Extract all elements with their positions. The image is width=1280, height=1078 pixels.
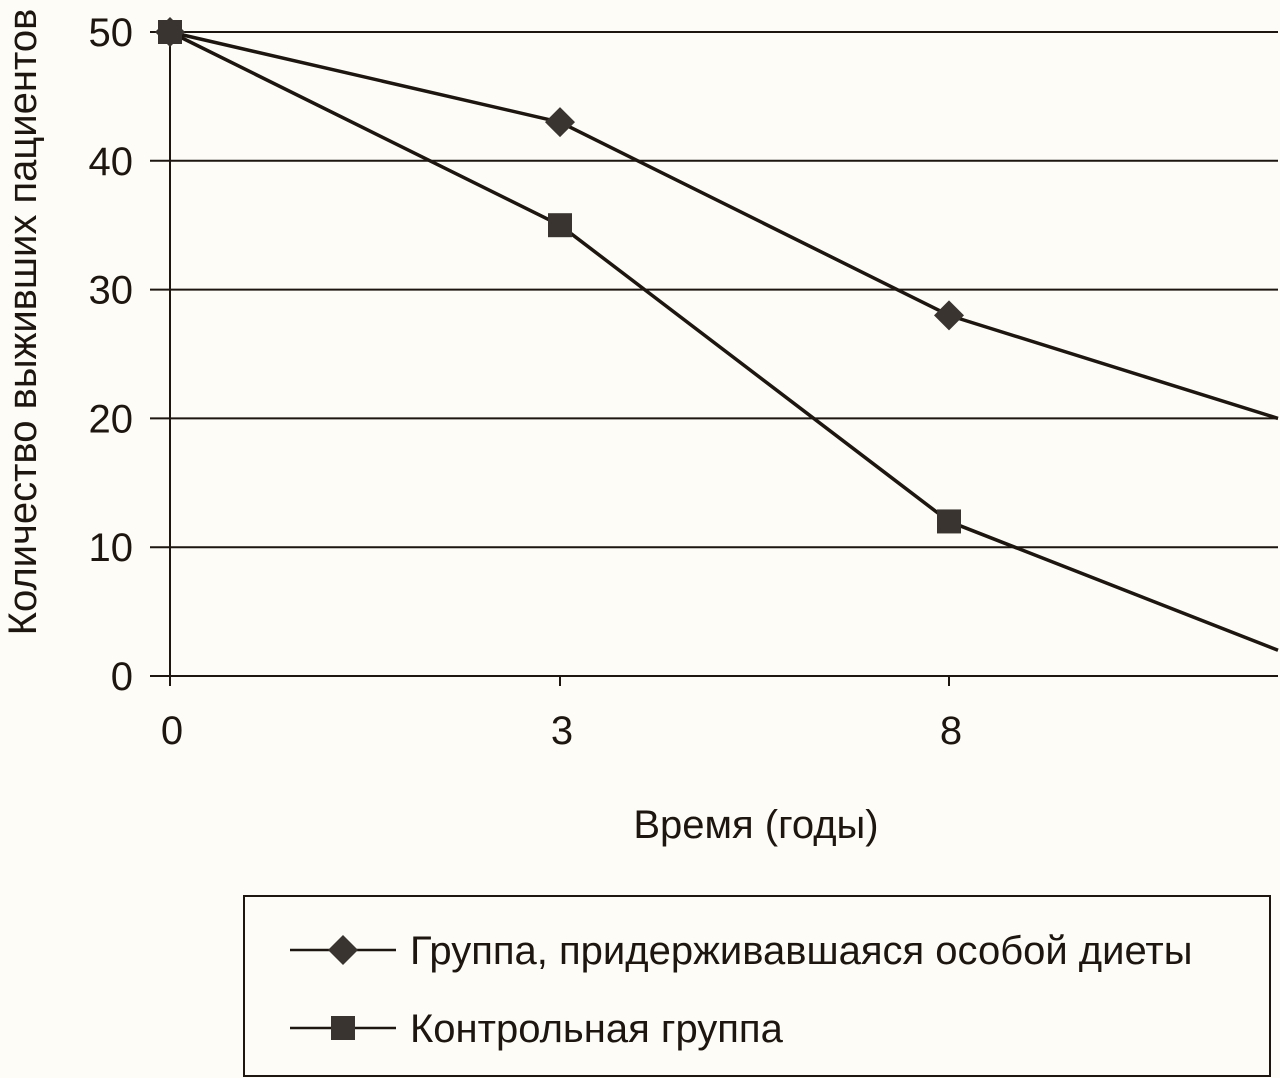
series-line-1 — [169, 30, 1279, 421]
series-line-2 — [169, 30, 1279, 652]
y-tick-label: 50 — [89, 11, 134, 55]
x-tick-label: 8 — [940, 709, 962, 753]
diamond-point-marker — [934, 300, 964, 331]
square-point-marker — [158, 20, 182, 44]
legend-label: Группа, придерживавшаяся особой диеты — [410, 929, 1192, 973]
data-markers — [155, 17, 964, 534]
y-tick-label: 0 — [111, 655, 133, 699]
square-point-marker — [548, 213, 572, 238]
square-point-marker — [937, 509, 961, 534]
legend: Группа, придерживавшаяся особой диеты Кон… — [243, 895, 1271, 1077]
x-tick-label: 0 — [161, 709, 183, 753]
y-tick-label: 20 — [89, 397, 134, 441]
legend-box — [243, 895, 1271, 1077]
y-tick-label: 10 — [89, 526, 134, 570]
legend-label: Контрольная группа — [410, 1007, 784, 1051]
y-tick-label: 30 — [89, 269, 134, 313]
diamond-point-marker — [545, 107, 575, 138]
x-tick-label: 3 — [551, 709, 573, 753]
y-tick-label: 40 — [89, 140, 134, 184]
legend-square-icon — [331, 1016, 355, 1040]
legend-diamond-icon — [328, 935, 358, 965]
axes — [169, 32, 950, 686]
series-lines — [169, 30, 1279, 652]
y-axis-title: Количество выживших пациентов — [1, 9, 45, 636]
legend-entries: Группа, придерживавшаяся особой диеты Кон… — [290, 929, 1192, 1051]
x-axis-title: Время (годы) — [633, 803, 878, 847]
tick-labels: 0 10 20 30 40 50 0 3 8 — [89, 11, 963, 753]
grid-lines — [150, 31, 1278, 677]
